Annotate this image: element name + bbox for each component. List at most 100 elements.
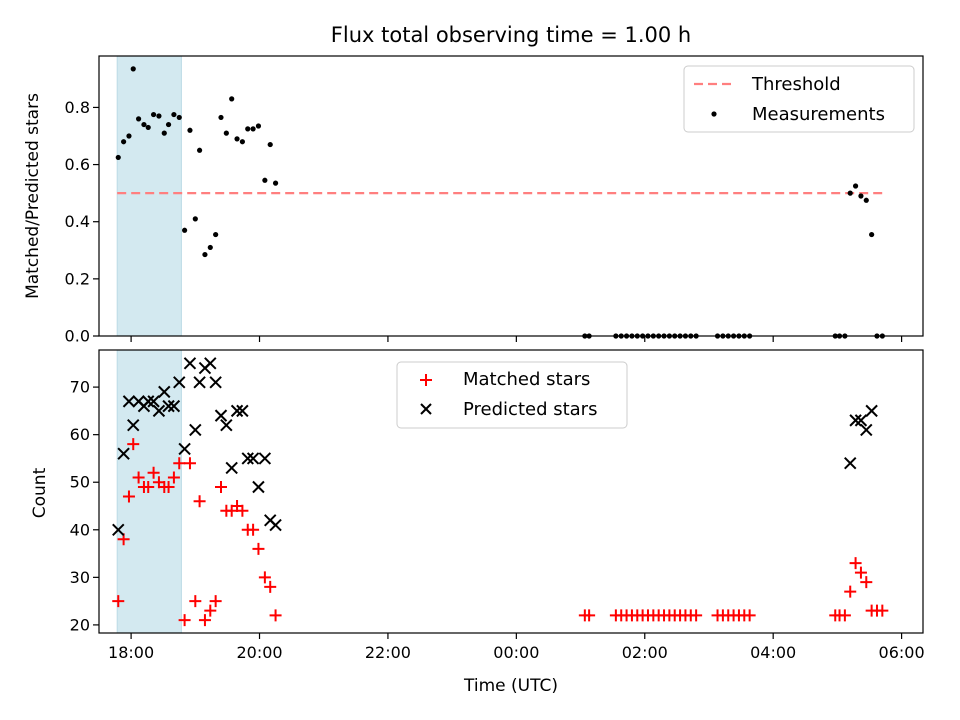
measurements-point — [858, 193, 864, 199]
predicted-stars-point — [844, 456, 857, 470]
measurements-point — [126, 133, 132, 139]
matched-stars-point — [183, 457, 196, 470]
predicted-stars-legend-label: Predicted stars — [463, 399, 597, 420]
matched-stars-legend-swatch — [420, 374, 432, 386]
matched-stars-point — [173, 457, 186, 470]
predicted-stars-point — [147, 395, 160, 408]
measurements-point — [192, 216, 198, 222]
xtick-label: 00:00 — [493, 643, 539, 662]
matched-stars-point — [743, 609, 756, 622]
ratio-ytick-label: 0.0 — [65, 327, 90, 346]
predicted-stars-point — [209, 376, 222, 389]
observing-window-shade — [116, 55, 182, 337]
matched-stars-point — [112, 595, 125, 608]
matched-stars-point — [258, 571, 271, 584]
predicted-stars-point — [183, 357, 197, 370]
measurements-point — [869, 231, 875, 238]
xtick-label: 22:00 — [365, 643, 411, 662]
predicted-stars-point — [167, 399, 181, 413]
predicted-stars-point — [269, 518, 282, 532]
count-legend: Matched stars Predicted stars — [396, 361, 628, 429]
matched-stars-point — [860, 576, 873, 589]
measurements-point — [196, 147, 203, 153]
predicted-stars-point — [214, 409, 228, 422]
matched-stars-point — [844, 585, 857, 598]
matched-stars-point — [583, 609, 596, 622]
xtick-label: 04:00 — [750, 643, 796, 662]
measurements-point — [145, 124, 151, 131]
observing-window-shade — [116, 349, 182, 634]
ratio-ytick-label: 0.4 — [65, 212, 90, 231]
matched-stars-point — [127, 438, 140, 451]
measurements-point — [171, 111, 177, 118]
measurements-point — [121, 139, 127, 145]
ratio-ytick-label: 0.6 — [65, 155, 90, 174]
predicted-stars-point — [204, 357, 217, 370]
predicted-stars-point — [152, 404, 166, 418]
ratio-x-ticks — [130, 336, 903, 342]
measurements-point — [135, 116, 142, 122]
predicted-stars-point — [117, 447, 130, 460]
matched-stars-point — [876, 604, 889, 617]
predicted-stars-point — [173, 376, 186, 389]
matched-stars-point — [252, 542, 265, 555]
xtick-label: 18:00 — [108, 643, 154, 662]
measurements-point — [213, 231, 219, 238]
ratio-legend-box — [683, 65, 915, 133]
predicted-stars-point — [860, 423, 873, 437]
matched-stars-point — [147, 466, 160, 479]
measurements-point — [218, 114, 224, 121]
matched-stars-point — [264, 580, 277, 593]
matched-stars-point — [690, 609, 703, 622]
matched-stars-point — [167, 471, 180, 484]
measurements-point — [150, 111, 157, 118]
predicted-stars-point — [127, 418, 140, 432]
measurements-point — [272, 180, 279, 186]
measurements-point — [165, 121, 172, 128]
measurements-point — [223, 130, 229, 136]
matched-stars-point — [209, 595, 222, 608]
measurements-point — [239, 139, 245, 145]
predicted-stars-point — [246, 452, 260, 465]
measurements-point — [847, 190, 853, 196]
matched-stars-point — [247, 523, 260, 536]
threshold-legend-label: Threshold — [751, 74, 841, 95]
ratio-ytick-label: 0.8 — [65, 98, 90, 117]
predicted-stars-point — [236, 404, 249, 418]
measurements-point — [262, 177, 268, 183]
xtick-label: 06:00 — [879, 643, 925, 662]
count-x-ticks: 18:00 20:00 22:00 00:00 02:00 04:00 06:00 — [108, 633, 925, 662]
measurements-point — [207, 244, 213, 251]
predicted-stars-point — [178, 442, 191, 456]
predicted-stars-legend-swatch — [420, 403, 432, 415]
predicted-stars-point — [230, 404, 244, 418]
matched-stars-point — [122, 490, 135, 503]
matched-stars-point — [198, 614, 211, 627]
measurements-point — [176, 114, 182, 121]
count-ytick-label: 60 — [70, 425, 90, 444]
predicted-stars-point — [142, 395, 155, 408]
ratio-shaded-interval — [116, 55, 182, 337]
matched-stars-legend-label: Matched stars — [463, 369, 590, 390]
ratio-y-axis-label: Matched/Predicted stars — [23, 93, 43, 299]
predicted-stars-point — [112, 523, 125, 536]
measurements-point — [156, 113, 162, 119]
measurements-point — [141, 121, 147, 128]
xtick-label: 20:00 — [236, 643, 282, 662]
predicted-stars-point — [225, 461, 238, 475]
chart-title: Flux total observing time = 1.00 h — [331, 23, 691, 47]
measurements-point — [234, 136, 240, 142]
count-panel: 20 30 40 50 60 70 18:00 20:00 22:00 00:00 02:00 04… — [30, 349, 925, 696]
matched-stars-point — [132, 471, 145, 484]
ratio-legend: Threshold Measurements — [683, 65, 915, 133]
count-legend-box — [396, 361, 628, 429]
ratio-y-ticks: 0.0 0.2 0.4 0.6 0.8 — [65, 98, 99, 346]
matched-stars-point — [204, 604, 217, 617]
matched-stars-point — [236, 504, 249, 517]
measurements-point — [852, 183, 859, 189]
count-y-ticks: 20 30 40 50 60 70 — [70, 378, 99, 634]
measurements-legend-label: Measurements — [752, 104, 885, 125]
measurements-legend-swatch — [711, 111, 717, 117]
matched-stars-point — [269, 609, 282, 622]
